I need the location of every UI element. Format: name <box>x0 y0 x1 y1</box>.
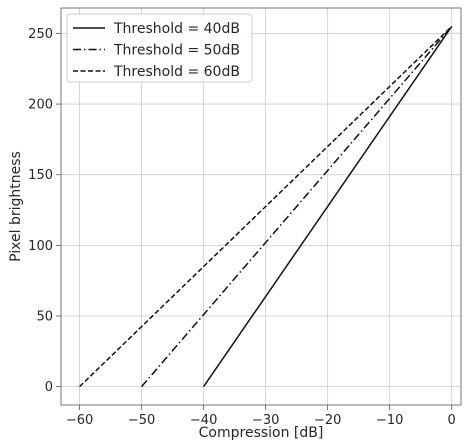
plot-frame <box>60 7 462 406</box>
y-tick-label: 200 <box>28 98 53 113</box>
y-tick-label: 100 <box>28 239 53 254</box>
tick-labels: −60 −50 −40 −30 −20 −10 0 0 50 100 150 200 250 <box>28 27 456 428</box>
y-tick-label: 50 <box>36 309 53 324</box>
legend-box <box>66 13 253 83</box>
x-tick-label: −60 <box>66 413 93 428</box>
x-tick-label: −50 <box>128 413 155 428</box>
series-line <box>141 25 453 388</box>
legend-label: Threshold = 50dB <box>113 43 240 59</box>
y-axis-label: Pixel brightness <box>8 151 24 262</box>
x-tick-label: −10 <box>376 413 403 428</box>
x-tick-label: −30 <box>252 413 279 428</box>
x-tick-label: 0 <box>448 413 456 428</box>
x-axis-label: Compression [dB] <box>199 425 324 441</box>
y-tick-label: 0 <box>45 380 53 395</box>
legend-label: Threshold = 40dB <box>113 21 240 37</box>
legend-label: Threshold = 60dB <box>113 64 240 80</box>
x-tick-label: −40 <box>190 413 217 428</box>
series-line <box>202 25 453 388</box>
series-lines <box>79 25 453 388</box>
legend: Threshold = 40dB Threshold = 50dB Threshol… <box>66 13 253 83</box>
y-tick-label: 250 <box>28 27 53 42</box>
series-line <box>79 25 453 388</box>
x-tick-label: −20 <box>314 413 341 428</box>
y-tick-label: 150 <box>28 168 53 183</box>
